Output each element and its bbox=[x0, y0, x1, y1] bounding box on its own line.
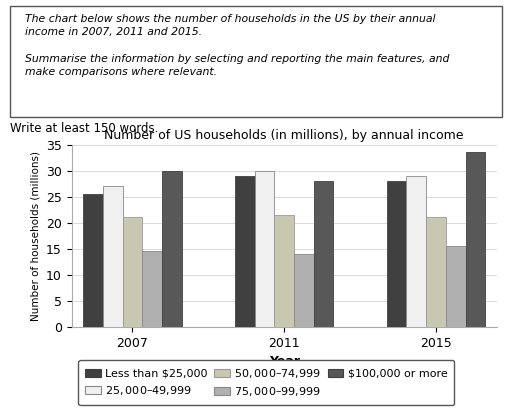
Bar bbox=[162, 171, 182, 327]
Y-axis label: Number of households (millions): Number of households (millions) bbox=[31, 151, 40, 321]
Bar bbox=[446, 246, 465, 327]
Bar bbox=[254, 171, 274, 327]
Text: The chart below shows the number of households in the US by their annual
income : The chart below shows the number of hous… bbox=[25, 14, 450, 77]
Text: Write at least 150 words.: Write at least 150 words. bbox=[10, 122, 159, 135]
Bar bbox=[407, 176, 426, 327]
X-axis label: Year: Year bbox=[269, 355, 300, 368]
Bar bbox=[83, 194, 103, 327]
Bar bbox=[274, 215, 294, 327]
Bar bbox=[142, 251, 162, 327]
Bar bbox=[103, 186, 122, 327]
Bar bbox=[294, 254, 314, 327]
Bar bbox=[235, 176, 254, 327]
Bar bbox=[426, 217, 446, 327]
Bar bbox=[122, 217, 142, 327]
Title: Number of US households (in millions), by annual income: Number of US households (in millions), b… bbox=[104, 129, 464, 142]
Bar bbox=[387, 181, 407, 327]
Legend: Less than $25,000, $25,000–$49,999, $50,000–$74,999, $75,000–$99,999, $100,000 o: Less than $25,000, $25,000–$49,999, $50,… bbox=[78, 360, 454, 405]
Bar bbox=[314, 181, 333, 327]
Bar bbox=[465, 153, 485, 327]
